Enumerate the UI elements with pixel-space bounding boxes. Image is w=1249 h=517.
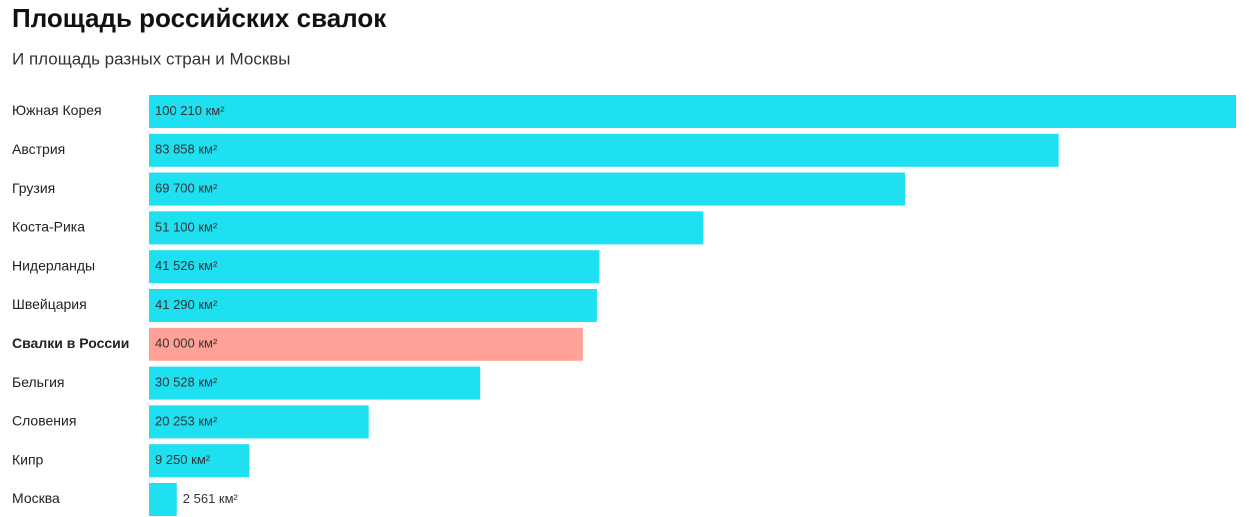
category-label: Швейцария <box>12 296 87 312</box>
bar <box>149 172 906 206</box>
category-label: Австрия <box>12 141 65 157</box>
bar <box>149 405 369 439</box>
value-label: 9 250 км² <box>155 452 211 467</box>
bar <box>149 483 177 516</box>
value-label: 100 210 км² <box>155 103 225 118</box>
value-label: 41 290 км² <box>155 297 218 312</box>
category-label: Коста-Рика <box>12 219 85 235</box>
category-label: Словения <box>12 413 76 429</box>
chart-subtitle: И площадь разных стран и Москвы <box>12 49 291 68</box>
bar <box>149 366 481 400</box>
category-label: Москва <box>12 490 60 506</box>
bar <box>149 133 1059 167</box>
value-label: 69 700 км² <box>155 181 218 196</box>
category-label: Кипр <box>12 451 44 467</box>
value-label: 20 253 км² <box>155 413 218 428</box>
value-label: 51 100 км² <box>155 219 218 234</box>
value-label: 83 858 км² <box>155 142 218 157</box>
value-label: 30 528 км² <box>155 375 218 390</box>
category-label: Нидерланды <box>12 257 95 273</box>
bar <box>149 211 704 245</box>
category-label: Свалки в России <box>12 335 129 351</box>
value-label: 2 561 км² <box>183 491 239 506</box>
bar <box>149 250 600 284</box>
chart-title: Площадь российских свалок <box>12 3 387 33</box>
bar <box>149 95 1236 128</box>
value-label: 41 526 км² <box>155 258 218 273</box>
value-label: 40 000 км² <box>155 336 218 351</box>
bar <box>149 289 597 322</box>
category-label: Южная Корея <box>12 102 102 118</box>
bar <box>149 327 583 361</box>
category-label: Грузия <box>12 180 55 196</box>
bar <box>149 444 250 478</box>
category-label: Бельгия <box>12 374 64 390</box>
